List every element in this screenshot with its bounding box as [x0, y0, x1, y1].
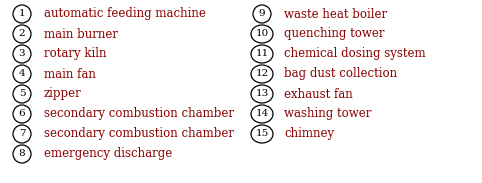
Text: 14: 14	[255, 109, 268, 119]
Text: automatic feeding machine: automatic feeding machine	[44, 8, 206, 20]
Text: chimney: chimney	[284, 128, 334, 141]
Text: 10: 10	[255, 29, 268, 38]
Text: secondary combustion chamber: secondary combustion chamber	[44, 107, 234, 120]
Text: 1: 1	[19, 10, 26, 18]
Text: 6: 6	[19, 109, 26, 119]
Text: 8: 8	[19, 150, 26, 158]
Text: emergency discharge: emergency discharge	[44, 147, 172, 160]
Text: 13: 13	[255, 89, 268, 98]
Text: 9: 9	[259, 10, 265, 18]
Text: rotary kiln: rotary kiln	[44, 48, 107, 61]
Text: quenching tower: quenching tower	[284, 27, 385, 40]
Text: zipper: zipper	[44, 87, 82, 100]
Text: 15: 15	[255, 130, 268, 139]
Text: main fan: main fan	[44, 68, 96, 81]
Text: 11: 11	[255, 49, 268, 59]
Text: chemical dosing system: chemical dosing system	[284, 48, 426, 61]
Text: secondary combustion chamber: secondary combustion chamber	[44, 128, 234, 141]
Text: 4: 4	[19, 70, 26, 79]
Text: 5: 5	[19, 89, 26, 98]
Text: bag dust collection: bag dust collection	[284, 68, 397, 81]
Text: 12: 12	[255, 70, 268, 79]
Text: 7: 7	[19, 130, 26, 139]
Text: exhaust fan: exhaust fan	[284, 87, 353, 100]
Text: washing tower: washing tower	[284, 107, 371, 120]
Text: 3: 3	[19, 49, 26, 59]
Text: 2: 2	[19, 29, 26, 38]
Text: waste heat boiler: waste heat boiler	[284, 8, 387, 20]
Text: main burner: main burner	[44, 27, 118, 40]
